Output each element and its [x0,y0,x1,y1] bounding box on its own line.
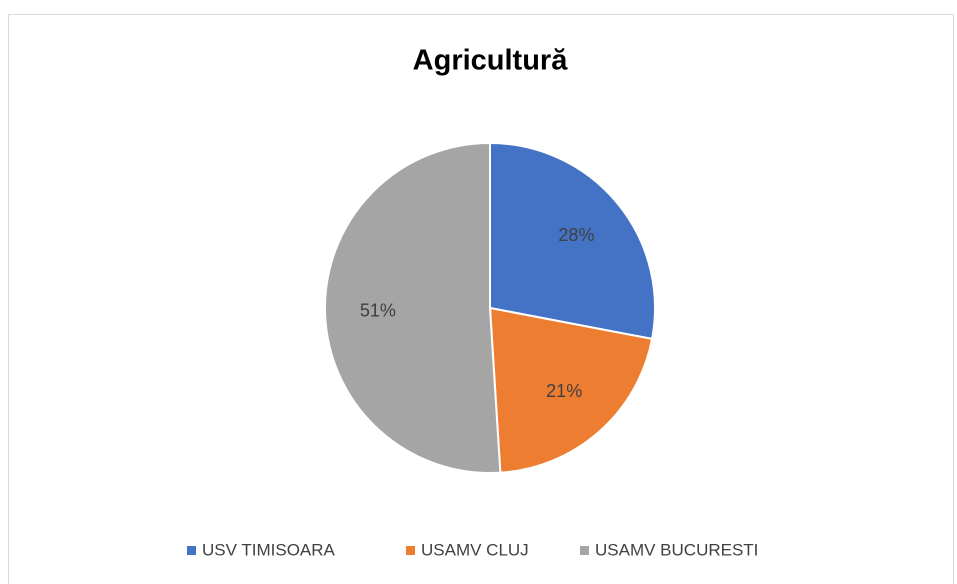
pie-slice [489,141,656,341]
legend-label: USAMV BUCURESTI [595,540,758,559]
legend-marker [187,546,196,555]
data-label: 51% [360,300,396,320]
legend-label: USAMV CLUJ [421,540,529,559]
legend-marker [406,546,415,555]
pie-slice [488,306,654,474]
data-label: 28% [558,225,594,245]
pie-slice [324,141,502,474]
legend-marker [580,546,589,555]
chart-title: Agricultură [413,45,569,77]
legend-label: USV TIMISOARA [202,540,336,559]
data-label: 21% [546,381,582,401]
